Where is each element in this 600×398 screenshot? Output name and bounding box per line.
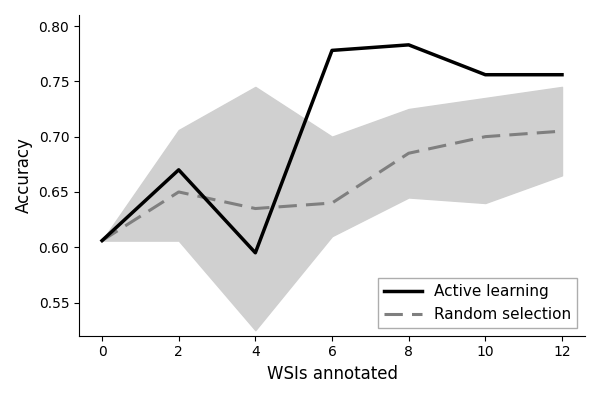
Line: Random selection: Random selection [102,131,562,241]
Active learning [405,43,412,47]
Active learning [328,48,335,53]
Random selection [482,134,489,139]
Random selection [405,151,412,156]
X-axis label: WSIs annotated: WSIs annotated [266,365,398,383]
Active learning [98,238,106,243]
Random selection [98,238,106,243]
Random selection [559,129,566,133]
Line: Active learning: Active learning [102,45,562,253]
Active learning [175,168,182,172]
Y-axis label: Accuracy: Accuracy [15,137,33,213]
Active learning [252,250,259,255]
Random selection [252,206,259,211]
Legend: Active learning, Random selection: Active learning, Random selection [377,278,577,328]
Active learning [559,72,566,77]
Random selection [328,201,335,205]
Active learning [482,72,489,77]
Random selection [175,189,182,194]
